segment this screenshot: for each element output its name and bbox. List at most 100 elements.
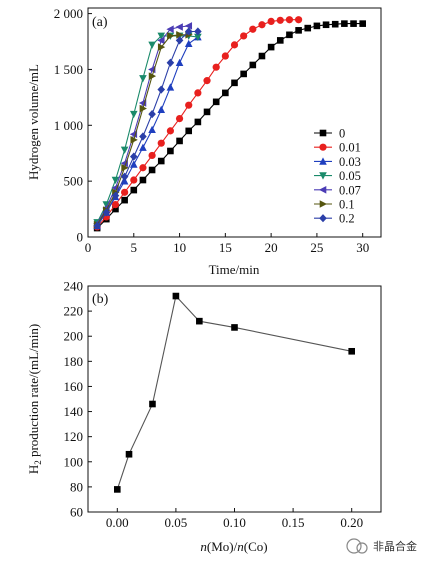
data-point	[285, 16, 294, 24]
data-point	[221, 52, 229, 60]
data-point	[129, 160, 138, 168]
y-tick-label: 240	[64, 279, 84, 294]
x-tick-label: 30	[356, 240, 369, 255]
y-tick-label: 80	[70, 479, 83, 494]
data-point	[176, 137, 183, 145]
data-point	[167, 32, 175, 40]
x-tick-label: 0.05	[165, 515, 188, 530]
y-tick-label: 160	[64, 379, 84, 394]
data-point	[130, 176, 138, 184]
data-point	[139, 104, 147, 113]
data-point	[295, 27, 302, 34]
data-point	[172, 292, 180, 300]
data-point	[111, 191, 120, 200]
legend-entry: 0.1	[314, 198, 355, 212]
data-point	[157, 105, 166, 113]
x-tick-label: 0.10	[223, 515, 246, 530]
data-point	[196, 317, 203, 325]
data-point	[139, 143, 147, 151]
data-point	[230, 41, 239, 49]
x-tick-label: 25	[310, 240, 323, 255]
data-point	[166, 25, 174, 34]
data-point	[129, 110, 138, 119]
data-point	[157, 43, 166, 51]
data-point	[120, 172, 129, 181]
legend-entry: 0	[314, 127, 345, 141]
data-point	[286, 31, 293, 39]
data-point	[331, 20, 339, 28]
watermark-text: 非晶合金	[373, 539, 417, 553]
data-point	[322, 21, 330, 29]
legend-marker	[319, 214, 327, 223]
data-point	[111, 201, 120, 209]
data-point	[231, 79, 238, 87]
data-point	[121, 196, 128, 204]
chart-panel-b: (b) 0.00 0.05 0.10 0.15 0.20 60 80 100 120 140 160…	[26, 279, 382, 554]
data-point	[175, 114, 184, 123]
data-point	[157, 157, 165, 165]
data-point	[148, 166, 156, 174]
data-point	[176, 31, 184, 39]
axis-ticks-a: 0 5 10 15 20 25 30 0 500 1 000 1 500 2 000	[54, 6, 369, 255]
legend-label: 0.03	[339, 155, 361, 169]
legend-marker	[319, 157, 327, 165]
data-point	[120, 159, 128, 168]
legend-entry: 0.05	[314, 169, 361, 183]
x-tick-label: 5	[131, 240, 138, 255]
data-point	[102, 208, 111, 217]
data-point	[157, 36, 165, 45]
data-point	[194, 27, 202, 36]
series-0.01	[93, 16, 303, 231]
data-point	[184, 39, 193, 48]
data-point	[240, 32, 248, 40]
data-point	[157, 32, 166, 40]
legend-entry: 0.07	[314, 183, 361, 197]
series-0	[93, 20, 366, 232]
data-point	[157, 85, 166, 94]
data-point	[112, 205, 119, 213]
legend-entry: 0.2	[314, 212, 355, 226]
data-point	[203, 108, 211, 116]
x-tick-label: 0.15	[282, 515, 305, 530]
x-tick-label: 0.20	[340, 515, 363, 530]
data-point	[194, 89, 202, 97]
data-point	[148, 151, 156, 160]
data-point	[194, 118, 202, 126]
data-point	[185, 101, 193, 109]
data-point	[341, 20, 348, 27]
data-point	[212, 63, 220, 71]
legend-marker	[319, 172, 327, 180]
legend-label: 0.01	[339, 141, 361, 155]
y-tick-label: 220	[64, 304, 84, 319]
series-line	[96, 34, 189, 225]
data-point	[276, 37, 284, 44]
legend-marker	[319, 129, 327, 137]
data-point	[148, 110, 156, 119]
plot-frame-b	[87, 285, 382, 513]
legend-label: 0.1	[339, 198, 355, 212]
data-point	[166, 127, 175, 135]
data-point	[348, 347, 355, 355]
legend-label: 0.07	[339, 183, 361, 197]
data-point	[166, 58, 175, 67]
data-point	[249, 61, 257, 69]
x-tick-label: 10	[173, 240, 186, 255]
x-tick-label: 0	[85, 240, 92, 255]
data-point	[139, 176, 147, 184]
data-point	[184, 22, 193, 30]
x-tick-label: 0.00	[106, 515, 129, 530]
series-0.2	[93, 27, 202, 230]
data-point	[111, 176, 120, 185]
legend-marker	[319, 200, 327, 208]
data-point	[121, 188, 129, 196]
y-tick-label: 100	[64, 454, 84, 469]
data-point	[114, 486, 121, 493]
data-point	[350, 20, 357, 27]
data-point	[148, 125, 156, 134]
y-tick-label: 2 000	[54, 6, 83, 21]
data-point	[294, 16, 303, 24]
data-point	[175, 58, 184, 67]
y-tick-label: 0	[77, 230, 84, 245]
data-point	[304, 24, 312, 32]
y-tick-label: 120	[64, 429, 84, 444]
